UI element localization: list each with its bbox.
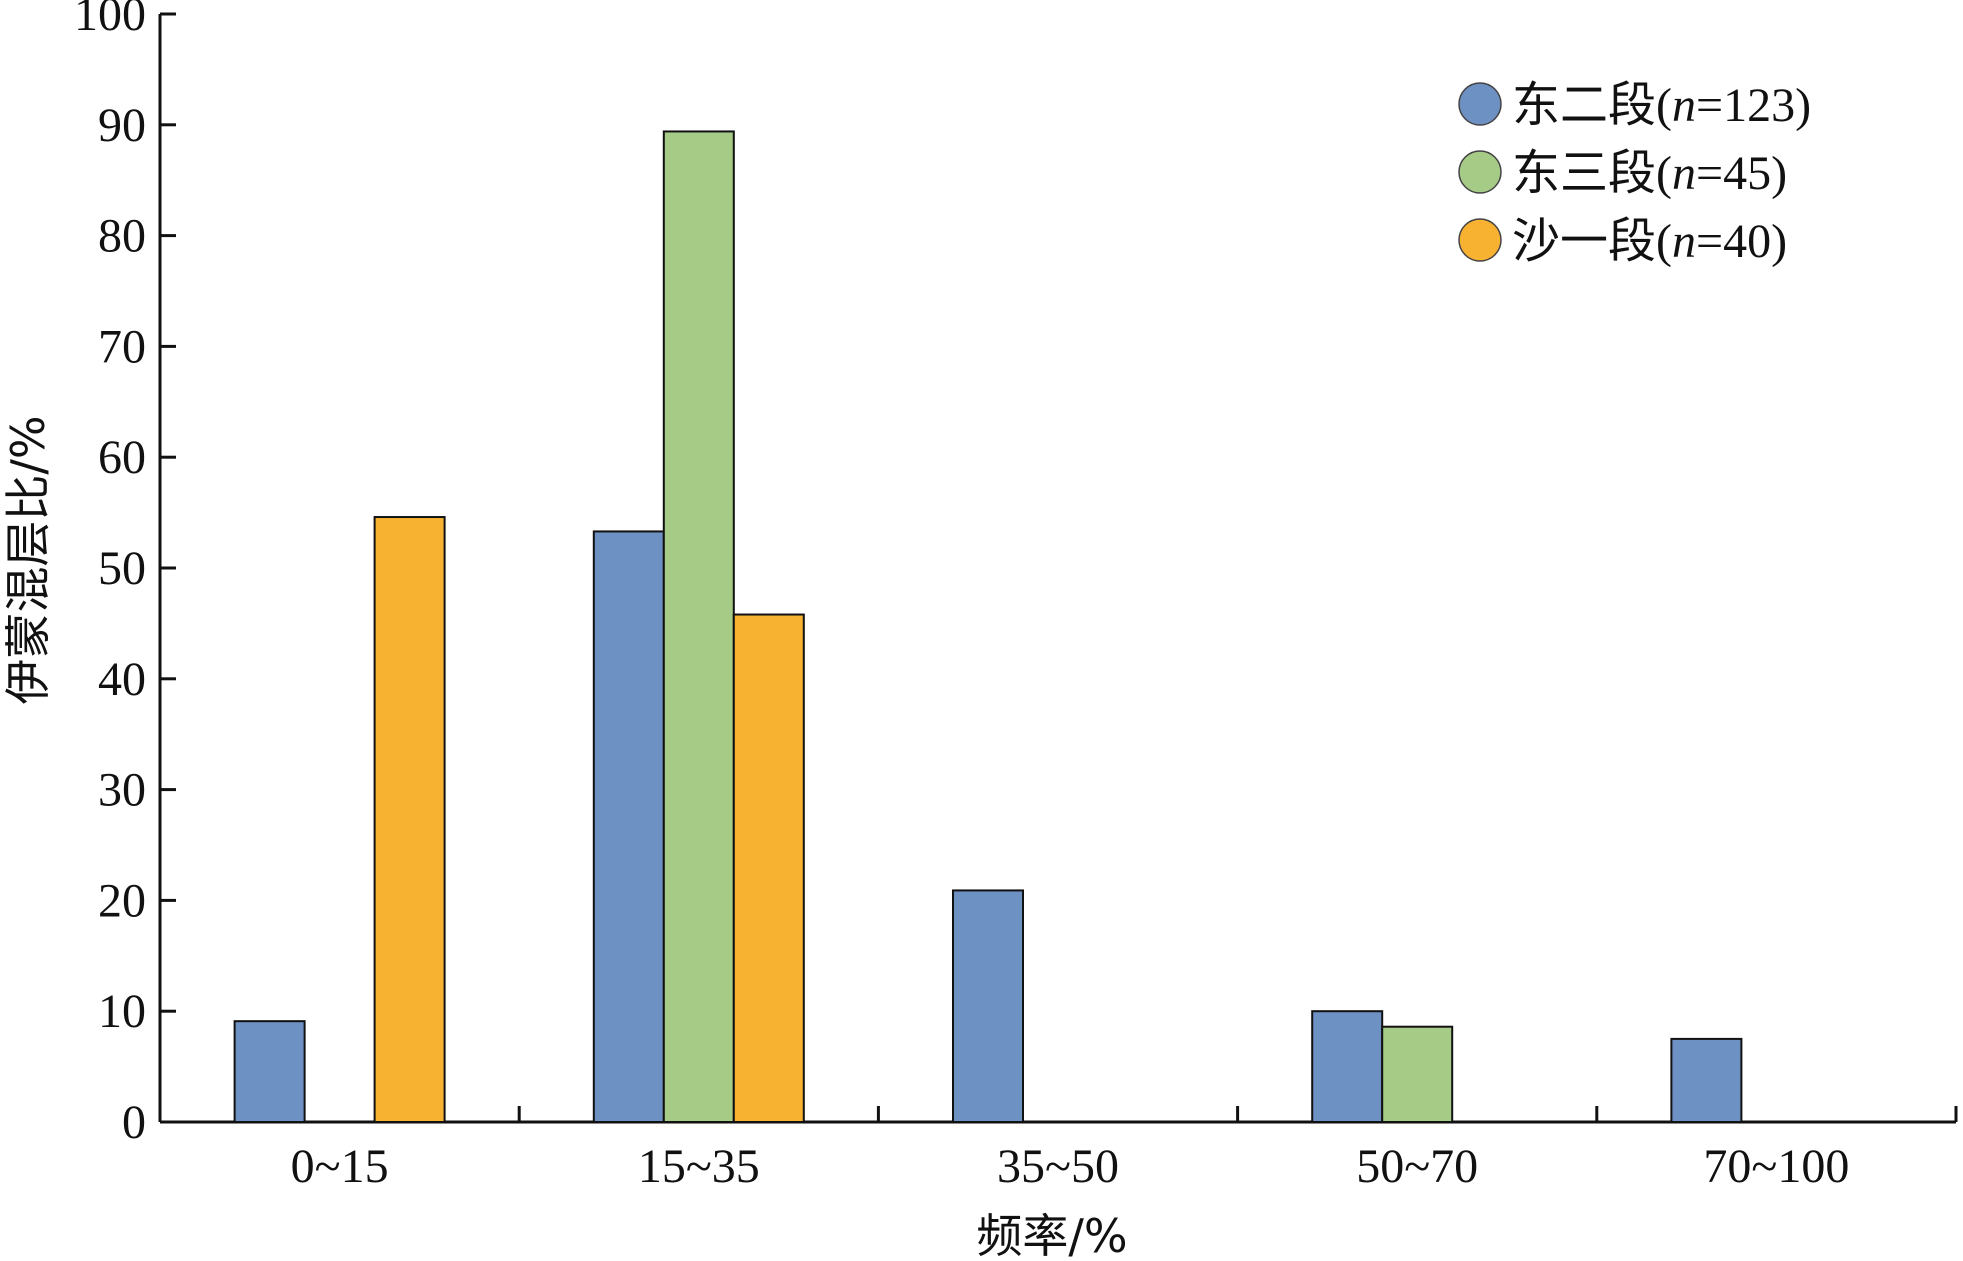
x-tick-label: 0~15 — [291, 1140, 389, 1193]
bar-3-2 — [732, 613, 805, 1123]
y-tick-label: 0 — [122, 1096, 146, 1149]
legend-marker — [1458, 218, 1502, 262]
y-tick-label: 40 — [98, 653, 146, 706]
bar-2-4 — [1381, 1025, 1454, 1124]
legend-open-paren: ( — [1656, 147, 1672, 200]
y-tick-label: 100 — [74, 0, 146, 41]
legend-n-symbol: n — [1672, 215, 1696, 268]
bar-1-5 — [1670, 1037, 1743, 1124]
y-tick-label: 90 — [98, 99, 146, 152]
bar-2-2 — [662, 130, 735, 1123]
legend-marker — [1458, 82, 1502, 126]
y-tick-label: 60 — [98, 431, 146, 484]
bar-3-1 — [373, 516, 446, 1123]
legend-equals: = — [1696, 215, 1723, 268]
bar-1-1 — [233, 1020, 306, 1123]
legend: 东二段(n=123)东三段(n=45)沙一段(n=40) — [1458, 77, 1811, 269]
legend-entry: 东二段(n=123) — [1512, 77, 1811, 133]
legend-close-paren: ) — [1795, 79, 1811, 132]
legend-n-value: 45 — [1723, 147, 1771, 200]
legend-entry: 东三段(n=45) — [1512, 145, 1787, 201]
y-axis-title: 伊蒙混层比/% — [1, 415, 55, 704]
y-axis: 0 10 20 30 40 50 60 70 80 90 100 — [74, 0, 176, 1149]
legend-n-value: 40 — [1723, 215, 1771, 268]
legend-entry: 沙一段(n=40) — [1512, 213, 1787, 269]
y-tick-label: 30 — [98, 764, 146, 817]
x-tick-label: 35~50 — [997, 1140, 1119, 1193]
legend-equals: = — [1696, 79, 1723, 132]
y-tick-label: 10 — [98, 985, 146, 1038]
bar-1-4 — [1311, 1010, 1384, 1124]
legend-equals: = — [1696, 147, 1723, 200]
y-tick-label: 70 — [98, 320, 146, 373]
bars — [233, 130, 1743, 1124]
y-tick-label: 80 — [98, 210, 146, 263]
y-tick-label: 50 — [98, 542, 146, 595]
legend-n-value: 123 — [1723, 79, 1795, 132]
legend-close-paren: ) — [1771, 147, 1787, 200]
legend-open-paren: ( — [1656, 79, 1672, 132]
legend-series-name: 沙一段 — [1512, 213, 1656, 269]
legend-n-symbol: n — [1672, 79, 1696, 132]
bar-1-2 — [592, 530, 665, 1123]
legend-marker — [1458, 150, 1502, 194]
legend-series-name: 东二段 — [1512, 77, 1656, 133]
x-tick-label: 15~35 — [638, 1140, 760, 1193]
legend-close-paren: ) — [1771, 215, 1787, 268]
legend-series-name: 东三段 — [1512, 145, 1656, 201]
legend-n-symbol: n — [1672, 147, 1696, 200]
y-tick-label: 20 — [98, 874, 146, 927]
x-axis: 0~15 15~35 35~50 50~70 70~100 — [160, 1106, 1958, 1193]
legend-open-paren: ( — [1656, 215, 1672, 268]
x-axis-title: 频率/% — [976, 1209, 1127, 1261]
x-tick-label: 70~100 — [1703, 1140, 1849, 1193]
x-tick-label: 50~70 — [1356, 1140, 1478, 1193]
bar-1-3 — [952, 889, 1024, 1123]
